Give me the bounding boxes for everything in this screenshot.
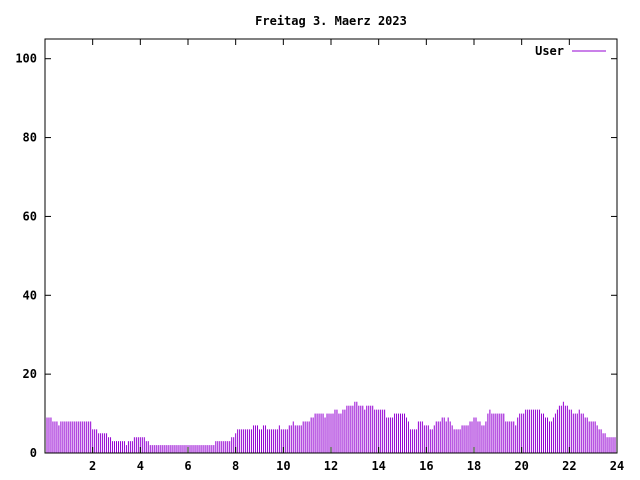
chart-title: Freitag 3. Maerz 2023: [255, 14, 407, 28]
x-tick-label: 6: [184, 459, 191, 473]
y-tick-label: 60: [23, 209, 37, 223]
x-tick-label: 22: [562, 459, 576, 473]
x-tick-label: 14: [371, 459, 385, 473]
x-tick-label: 2: [89, 459, 96, 473]
x-tick-label: 10: [276, 459, 290, 473]
x-tick-label: 12: [324, 459, 338, 473]
x-tick-label: 4: [137, 459, 144, 473]
x-tick-label: 24: [610, 459, 624, 473]
plot-frame: [44, 38, 618, 454]
x-tick-label: 20: [514, 459, 528, 473]
x-tick-label: 18: [467, 459, 481, 473]
y-tick-label: 40: [23, 288, 37, 302]
y-tick-label: 0: [30, 446, 37, 460]
x-tick-label: 8: [232, 459, 239, 473]
x-tick-label: 16: [419, 459, 433, 473]
legend-label: User: [535, 44, 564, 58]
y-tick-label: 20: [23, 367, 37, 381]
y-tick-label: 80: [23, 131, 37, 145]
legend: User: [535, 44, 606, 58]
y-tick-label: 100: [15, 52, 37, 66]
bars-group: [44, 401, 616, 453]
